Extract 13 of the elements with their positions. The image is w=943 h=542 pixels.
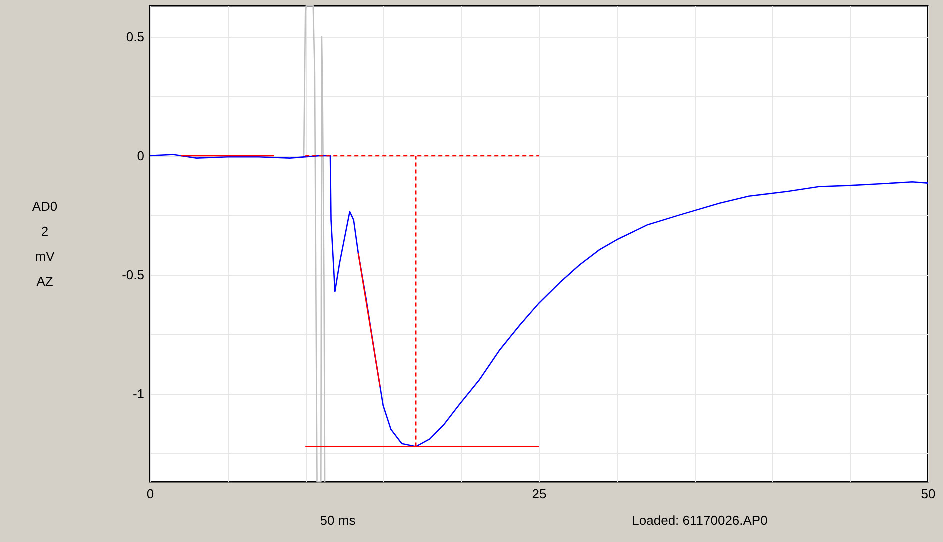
y-tick-label: 0 <box>137 148 144 164</box>
text: 50 ms <box>320 513 356 528</box>
text: AD0 <box>32 199 58 214</box>
text: 2 <box>41 224 49 239</box>
text: Loaded: 61170026.AP0 <box>632 513 768 528</box>
text: mV <box>35 249 56 264</box>
y-tick-label: -1 <box>132 386 144 402</box>
text: AZ <box>36 274 54 289</box>
x-tick-label: 0 <box>146 486 154 502</box>
x-tick-label: 25 <box>532 486 547 502</box>
y-tick-label: -0.5 <box>122 267 144 282</box>
x-tick-label: 50 <box>921 486 936 502</box>
y-tick-label: 0.5 <box>126 29 144 44</box>
